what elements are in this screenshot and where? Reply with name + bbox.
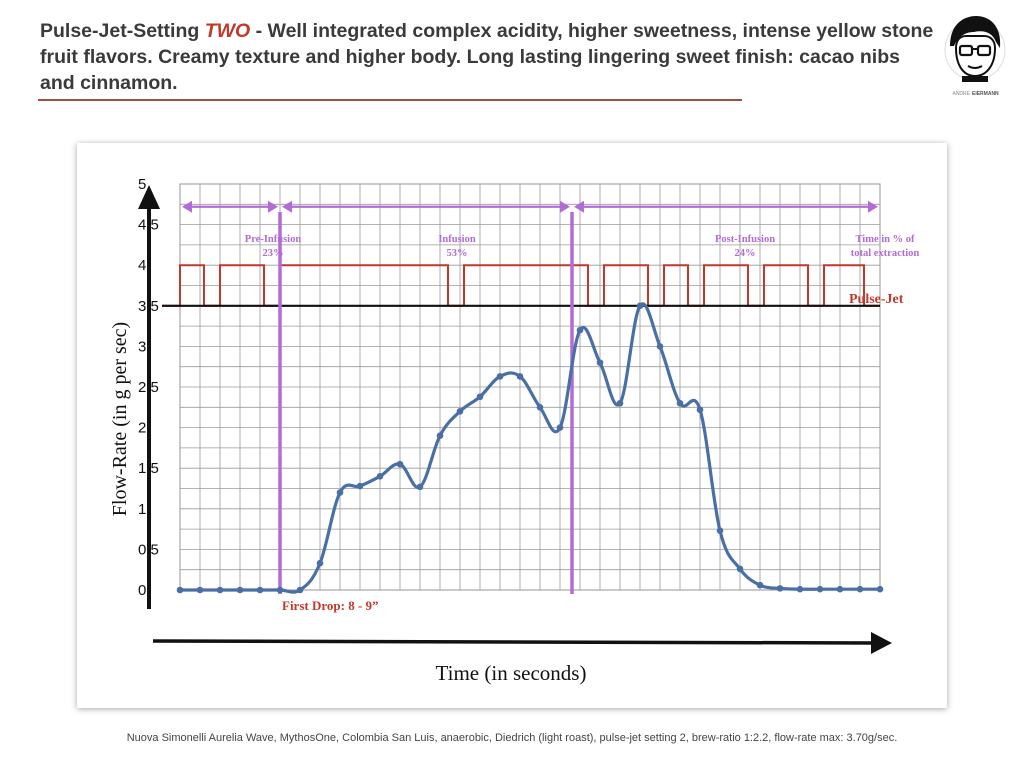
phase-pct-pre-infusion: 23% [263, 248, 284, 259]
grid [179, 183, 881, 591]
y-axis-arrowhead [138, 185, 160, 209]
flow-rate-chart: 00.511.522.533.544.55 Time (in seconds) … [109, 176, 920, 685]
avatar-logo: ANDRE EIERMANN [944, 16, 1006, 97]
phase-note-line-1: Time in % of [855, 234, 915, 245]
phase-arrowhead-right [560, 200, 570, 213]
phase-label-pre-infusion: Pre-Infusion [245, 234, 302, 245]
flow-rate-point [616, 399, 624, 407]
flow-rate-point [316, 559, 324, 567]
flow-rate-point [336, 489, 344, 496]
page-title: Pulse-Jet-Setting TWO - Well integrated … [40, 18, 940, 96]
phase-pct-post-infusion: 24% [735, 248, 756, 259]
flow-rate-point [476, 393, 484, 401]
flow-rate-point [656, 343, 664, 350]
flow-rate-point [796, 585, 804, 593]
flow-rate-point [176, 586, 184, 594]
y-axis-label: Flow-Rate (in g per sec) [109, 322, 131, 516]
flow-rate-point [216, 586, 224, 594]
phase-arrowhead-right [268, 200, 278, 213]
flow-rate-point [536, 404, 544, 411]
flow-rate-point [876, 585, 884, 593]
flow-rate-point [576, 326, 584, 334]
phase-arrowhead-right [868, 200, 878, 213]
flow-rate-point [356, 482, 364, 490]
flow-rate-point [836, 585, 844, 593]
avatar-glasses-right [976, 44, 992, 57]
phase-arrowhead-left [182, 200, 192, 213]
x-axis-arrow-line [152, 639, 876, 645]
y-tick-label: 4 [138, 257, 146, 274]
phase-note-line-2: total extraction [851, 248, 920, 259]
phase-arrowhead-left [282, 200, 292, 213]
phase-markers [182, 200, 878, 594]
avatar-glasses-left [958, 44, 974, 57]
flow-rate-point [416, 483, 424, 491]
title-prefix: Pulse-Jet-Setting [40, 20, 205, 42]
avatar-logo-text-2: EIERMANN [972, 91, 999, 97]
flow-rate-point [556, 424, 564, 431]
first-drop-annotation: First Drop: 8 - 9” [282, 598, 379, 613]
flow-rate-point [636, 302, 644, 310]
x-axis-label: Time (in seconds) [436, 661, 587, 685]
phase-label-post-infusion: Post-Infusion [715, 234, 775, 245]
title-rest: - Well integrated complex acidity, highe… [40, 20, 934, 94]
flow-rate-point [776, 585, 784, 592]
flow-rate-point [816, 585, 824, 593]
phase-pct-infusion: 53% [447, 248, 468, 259]
y-tick-label: 3 [138, 338, 146, 355]
phase-arrowhead-left [574, 200, 584, 213]
footer-caption: Nuova Simonelli Aurelia Wave, MythosOne,… [126, 732, 898, 744]
flow-rate-point [456, 408, 464, 415]
flow-rate-point [756, 581, 764, 589]
avatar-hair [950, 16, 1001, 48]
pulse-jet-label: Pulse-Jet [849, 292, 904, 307]
avatar-logo-text-1: ANDRE [952, 91, 970, 97]
chart-card: 00.511.522.533.544.55 Time (in seconds) … [77, 143, 947, 708]
y-tick-label: 0 [138, 582, 146, 599]
flow-rate-point [696, 406, 704, 414]
flow-rate-series [176, 302, 884, 594]
avatar-collar [962, 76, 988, 82]
flow-rate-point [516, 373, 524, 380]
phase-label-infusion: Infusion [438, 234, 476, 245]
flow-rate-point [396, 460, 404, 468]
flow-rate-point [736, 565, 744, 573]
flow-rate-point [256, 586, 264, 594]
avatar-mouth [967, 65, 983, 69]
flow-rate-point [376, 473, 384, 480]
pulse-jet-line [162, 264, 880, 307]
flow-rate-point [196, 586, 204, 594]
flow-rate-point [496, 373, 504, 380]
x-axis-arrowhead [871, 632, 892, 654]
header-divider [38, 99, 742, 101]
y-tick-label: 5 [138, 176, 146, 193]
flow-rate-point [296, 586, 304, 594]
y-tick-label: 2 [138, 420, 146, 437]
flow-rate-point [436, 432, 444, 440]
flow-rate-point [676, 399, 684, 407]
flow-rate-point [716, 527, 724, 535]
title-highlight: TWO [204, 20, 251, 42]
y-tick-label: 1 [138, 501, 146, 518]
flow-rate-point [276, 586, 284, 594]
flow-rate-point [596, 359, 604, 366]
flow-rate-point [236, 586, 244, 594]
flow-rate-point [856, 585, 864, 593]
